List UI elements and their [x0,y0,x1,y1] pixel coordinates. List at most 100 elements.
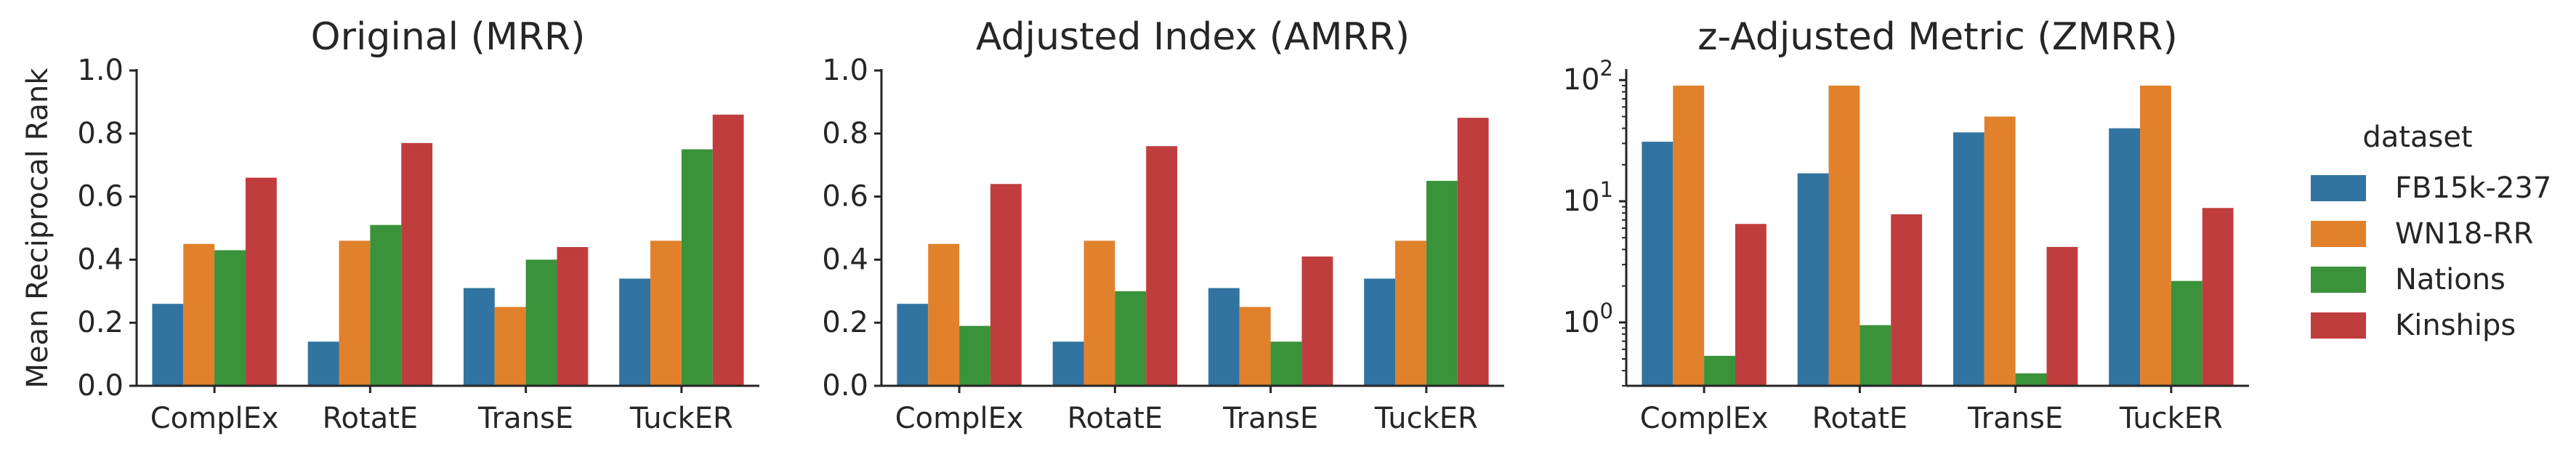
chart-panel-z-adjusted: z-Adjusted Metric (ZMRR) ComplEx RotatE Tr… [1563,15,2249,435]
bar-kinships-complex [990,184,1022,387]
legend-label: Nations [2395,263,2506,296]
bar-wn18-rr-rotate [339,240,371,386]
legend-title: dataset [2362,121,2472,154]
chart-title: Adjusted Index (AMRR) [976,15,1410,59]
y-tick-label: 102 [1563,56,1613,97]
bar-wn18-rr-tucker [1395,240,1426,386]
x-tick-label: TuckER [629,402,733,435]
chart-title: Original (MRR) [311,15,586,59]
bar-wn18-rr-transe [1239,307,1271,386]
chart-title: z-Adjusted Metric (ZMRR) [1697,15,2178,59]
bar-nations-rotate [1115,291,1147,386]
bar-wn18-rr-transe [1984,116,2016,387]
y-tick-label: 0.0 [822,369,868,403]
y-tick-label: 101 [1563,177,1613,218]
x-tick-label: ComplEx [1640,402,1769,435]
x-tick-label: TransE [1967,402,2063,435]
bar-nations-transe [525,259,557,386]
x-tick-label: RotatE [1067,402,1163,435]
bars-layer [152,114,744,386]
bar-nations-rotate [1860,325,1891,386]
x-tick-label: TransE [1222,402,1318,435]
bar-nations-complex [1704,355,1735,386]
bar-wn18-rr-tucker [2140,85,2171,386]
bar-wn18-rr-complex [928,243,960,386]
bar-nations-rotate [370,225,402,386]
y-tick-label: 1.0 [822,54,868,87]
y-tick-label: 0.8 [822,117,868,150]
bar-kinships-complex [245,177,277,386]
bar-fb15k-237-tucker [1364,278,1396,386]
bar-fb15k-237-transe [463,288,495,386]
y-tick-label: 0.6 [77,180,124,214]
bar-kinships-rotate [401,142,433,386]
bar-fb15k-237-transe [1953,132,1985,386]
bar-fb15k-237-tucker [619,278,651,386]
x-tick-label: ComplEx [895,402,1024,435]
bar-fb15k-237-transe [1208,288,1240,386]
y-tick-label: 0.2 [822,306,868,339]
legend-label: FB15k-237 [2395,171,2551,205]
y-tick-label: 0.4 [77,243,124,276]
legend: dataset FB15k-237 WN18-RR Nations Kinships [2311,121,2551,342]
x-tick-label: TuckER [2119,402,2223,435]
bar-fb15k-237-rotate [1797,173,1829,386]
y-tick-label: 0.6 [822,180,868,214]
bar-kinships-transe [1301,256,1333,386]
bar-nations-transe [2015,373,2047,386]
bar-wn18-rr-tucker [650,240,682,386]
bars-layer [1642,85,2234,387]
bar-fb15k-237-tucker [2109,128,2141,386]
bar-kinships-tucker [2202,208,2234,386]
legend-swatch-fb15k-237 [2311,175,2366,201]
legend-swatch-wn18-rr [2311,221,2366,247]
bar-fb15k-237-rotate [307,341,339,386]
bar-nations-tucker [1426,180,1458,386]
y-tick-label: 0.2 [77,306,124,339]
bar-wn18-rr-rotate [1828,85,1860,386]
bar-wn18-rr-complex [183,243,215,386]
bar-kinships-tucker [712,114,744,386]
y-tick-label: 0.4 [822,243,868,276]
bar-nations-complex [214,250,246,386]
bar-fb15k-237-complex [897,304,929,386]
bar-kinships-rotate [1146,146,1178,386]
x-tick-label: TuckER [1374,402,1478,435]
y-tick-label: 100 [1563,299,1613,339]
axes-layer: ComplEx RotatE TransE TuckER 100 101 102 [1563,56,2249,435]
bar-wn18-rr-rotate [1083,240,1115,386]
x-tick-label: TransE [477,402,573,435]
legend-label: WN18-RR [2395,217,2533,251]
bar-kinships-complex [1735,224,1767,386]
bar-kinships-tucker [1457,118,1489,386]
chart-panel-original: Original (MRR) Mean Reciprocal Rank Comp… [21,15,759,435]
legend-swatch-kinships [2311,312,2366,339]
axes-layer: ComplEx RotatE TransE TuckER 0.0 0.2 0.4 0.6 0.8… [77,54,759,435]
bar-fb15k-237-complex [152,304,184,386]
chart-panel-adjusted-index: Adjusted Index (AMRR) ComplEx RotatE Trans… [822,15,1504,435]
legend-items: FB15k-237 WN18-RR Nations Kinships [2311,171,2551,342]
y-tick-label: 0.0 [77,369,124,403]
bar-wn18-rr-complex [1673,85,1705,386]
axes-layer: ComplEx RotatE TransE TuckER 0.0 0.2 0.4 0.6 0.8… [822,54,1504,435]
y-tick-label: 0.8 [77,117,124,150]
bar-nations-complex [959,325,990,386]
bar-kinships-transe [557,247,589,386]
legend-swatch-nations [2311,267,2366,293]
bars-layer [897,118,1489,387]
bar-nations-tucker [2171,280,2202,386]
bar-wn18-rr-transe [494,307,526,386]
y-tick-label: 1.0 [77,54,124,87]
legend-label: Kinships [2395,309,2516,342]
bar-kinships-rotate [1891,214,1923,386]
bar-fb15k-237-complex [1642,142,1673,386]
bar-nations-transe [1270,341,1302,386]
bar-nations-tucker [681,149,713,386]
y-axis-label: Mean Reciprocal Rank [21,68,54,389]
bar-kinships-transe [2046,246,2078,386]
x-tick-label: ComplEx [150,402,279,435]
x-tick-label: RotatE [323,402,419,435]
x-tick-label: RotatE [1812,402,1908,435]
bar-fb15k-237-rotate [1052,341,1084,386]
